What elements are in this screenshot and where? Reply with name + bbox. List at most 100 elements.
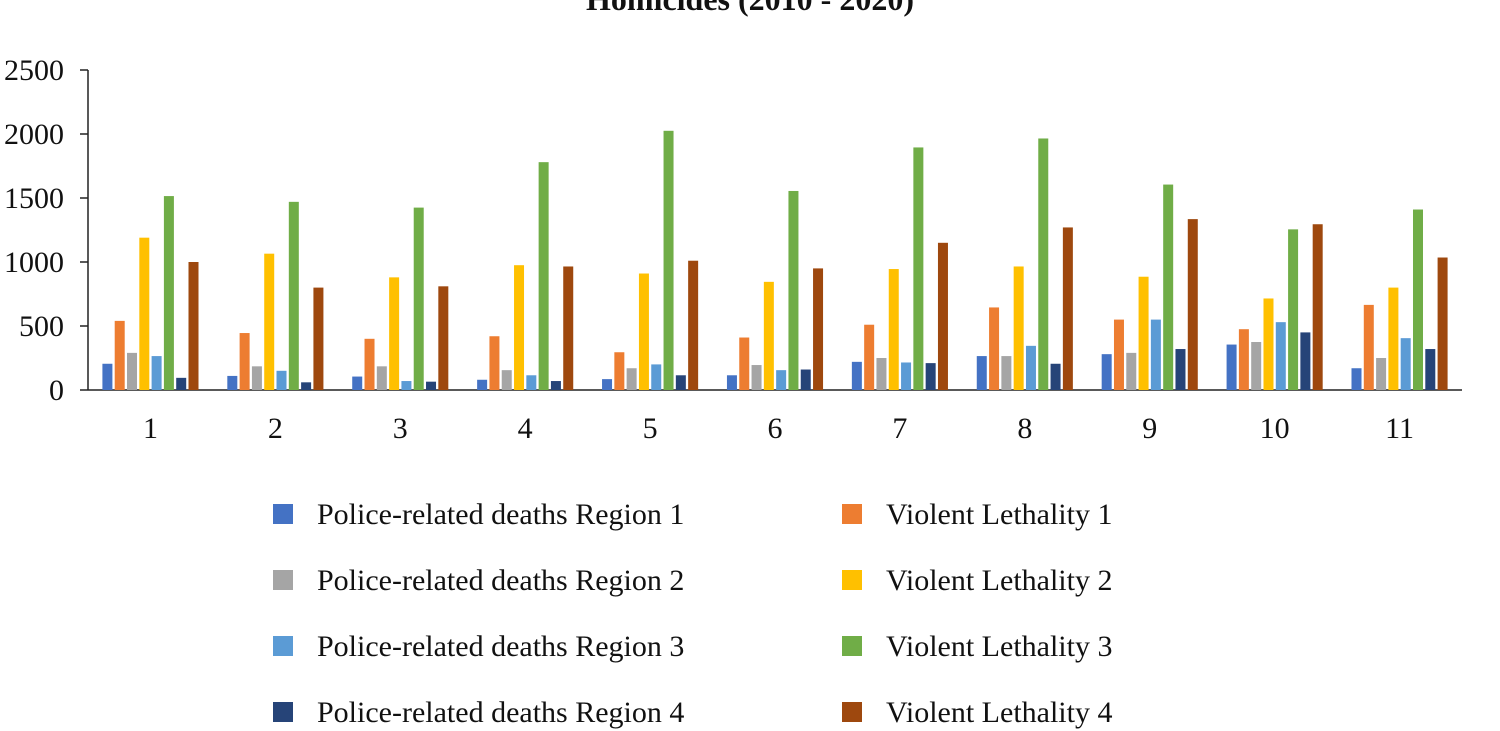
- bar: [901, 362, 912, 390]
- bar: [1025, 345, 1036, 390]
- bar: [1050, 363, 1061, 390]
- bar: [602, 379, 613, 390]
- bar: [1038, 138, 1049, 390]
- legend-label: Police-related deaths Region 3: [317, 630, 684, 663]
- bar: [188, 262, 199, 390]
- legend-label: Violent Lethality 1: [886, 498, 1112, 531]
- x-tick-label: 2: [268, 412, 283, 445]
- x-tick-label: 4: [518, 412, 533, 445]
- legend-item: Violent Lethality 3: [842, 630, 1112, 663]
- bar: [239, 333, 250, 390]
- bar: [651, 364, 662, 390]
- bar: [1351, 368, 1362, 390]
- bar-group-4: [477, 162, 574, 390]
- bar: [888, 269, 899, 390]
- legend-item: Violent Lethality 1: [842, 498, 1112, 531]
- bar: [1001, 356, 1012, 390]
- y-tick-label: 2500: [4, 54, 64, 87]
- legend-swatch: [842, 636, 862, 656]
- bar: [376, 366, 387, 390]
- bar: [726, 375, 737, 390]
- x-tick-label: 6: [768, 412, 783, 445]
- bar: [763, 281, 774, 390]
- bar-group-5: [602, 130, 699, 391]
- legend-swatch: [273, 504, 293, 524]
- bar: [1251, 342, 1262, 390]
- bar: [313, 287, 324, 390]
- bar: [1138, 276, 1149, 390]
- bar: [526, 375, 537, 390]
- bar: [913, 147, 924, 390]
- bar: [1175, 349, 1186, 390]
- bar: [550, 381, 561, 390]
- bar: [477, 379, 488, 390]
- bar: [739, 337, 750, 390]
- bar: [1113, 319, 1124, 390]
- bar-group-3: [352, 207, 449, 390]
- bar: [352, 376, 363, 390]
- y-tick-label: 500: [19, 310, 64, 343]
- bar: [1312, 224, 1323, 390]
- bar-group-8: [976, 138, 1073, 390]
- bar: [675, 375, 686, 390]
- bar-group-7: [851, 147, 948, 390]
- bar-group-10: [1226, 224, 1323, 390]
- y-tick-label: 1500: [4, 182, 64, 215]
- bar: [626, 368, 637, 390]
- bar: [638, 273, 649, 390]
- bar: [1126, 352, 1137, 390]
- bar: [1263, 298, 1274, 390]
- bar: [426, 381, 437, 390]
- bar: [514, 265, 525, 390]
- bar: [413, 207, 424, 390]
- bar: [800, 369, 811, 390]
- bar: [1412, 209, 1423, 390]
- bar: [264, 253, 275, 390]
- bar-group-1: [102, 196, 199, 390]
- bar: [864, 324, 875, 390]
- bar: [788, 190, 799, 390]
- legend-item: Violent Lethality 4: [842, 696, 1112, 729]
- x-tick-label: 1: [143, 412, 158, 445]
- legend-label: Police-related deaths Region 4: [317, 696, 684, 729]
- legend-label: Police-related deaths Region 1: [317, 498, 684, 531]
- bar: [1400, 338, 1411, 390]
- bar: [925, 363, 936, 390]
- bar: [976, 356, 987, 390]
- bar: [288, 201, 299, 390]
- bar: [1425, 349, 1436, 390]
- bar: [876, 358, 887, 390]
- bar: [102, 363, 113, 390]
- x-tick-label: 5: [643, 412, 658, 445]
- y-tick-label: 1000: [4, 246, 64, 279]
- legend-label: Violent Lethality 3: [886, 630, 1112, 663]
- bar: [1150, 319, 1161, 390]
- bar: [1376, 358, 1387, 390]
- bar: [1187, 219, 1198, 390]
- bar: [851, 361, 862, 390]
- bar: [1363, 304, 1374, 390]
- bar: [1163, 184, 1174, 390]
- legend-swatch: [273, 636, 293, 656]
- bar: [489, 336, 500, 390]
- bar: [989, 307, 1000, 390]
- legend-label: Violent Lethality 4: [886, 696, 1112, 729]
- y-tick-label: 0: [49, 374, 64, 407]
- bar: [688, 260, 699, 390]
- legend-swatch: [842, 702, 862, 722]
- legend-swatch: [273, 702, 293, 722]
- x-tick-label: 7: [892, 412, 907, 445]
- legend-item: Police-related deaths Region 1: [273, 498, 684, 531]
- bar: [389, 277, 400, 390]
- chart-title: Homicides (2010 - 2020): [586, 0, 914, 17]
- bar: [438, 286, 449, 390]
- bar: [1275, 322, 1286, 390]
- bar-group-11: [1351, 209, 1448, 390]
- bar: [301, 382, 312, 390]
- legend-item: Police-related deaths Region 3: [273, 630, 684, 663]
- x-tick-label: 8: [1017, 412, 1032, 445]
- x-tick-label: 9: [1142, 412, 1157, 445]
- bar: [1388, 287, 1399, 390]
- bar: [401, 381, 412, 390]
- bar: [1013, 266, 1024, 390]
